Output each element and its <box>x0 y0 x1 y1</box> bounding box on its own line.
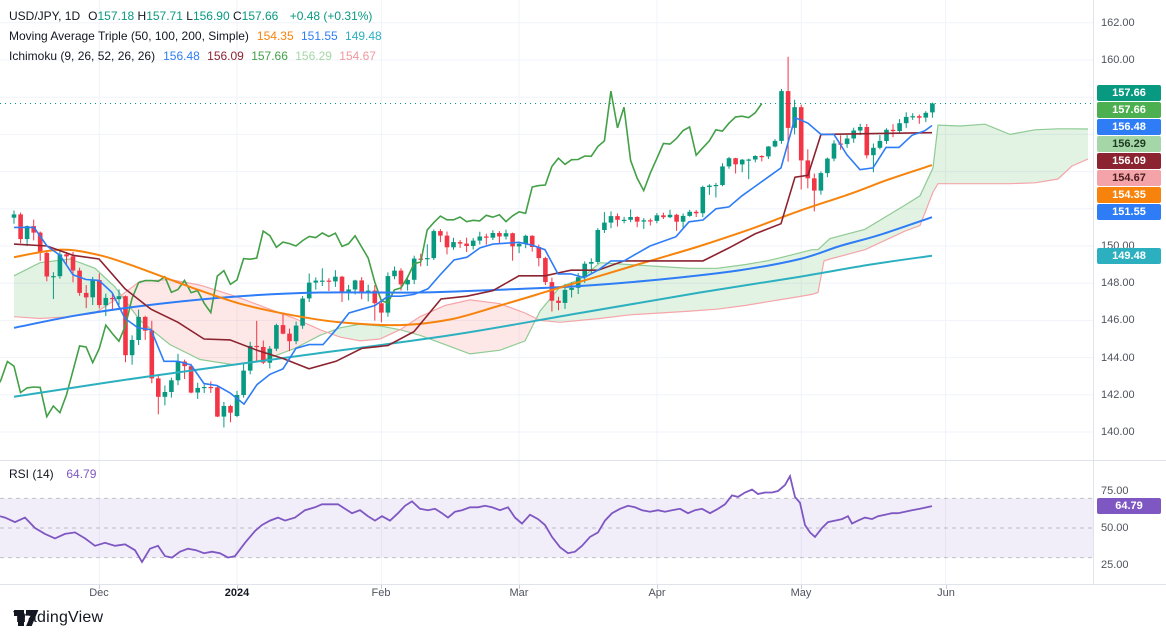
time-axis-tick <box>237 585 238 589</box>
time-axis-tick <box>946 585 947 589</box>
candles <box>11 56 935 428</box>
ichimoku-value: 156.48 <box>163 49 204 63</box>
ichimoku-value: 156.09 <box>207 49 248 63</box>
ohlc-key: O <box>88 9 98 23</box>
month-label-may: May <box>790 587 812 599</box>
sma200-badge: 149.48 <box>1097 248 1161 264</box>
rsi-legend-row[interactable]: RSI (14) 64.79 <box>9 467 96 481</box>
kijun-line <box>13 131 933 370</box>
senkou-b-line <box>13 158 1089 342</box>
ichimoku-values: 156.48 156.09 157.66 156.29 154.67 <box>163 49 380 63</box>
sma100-line <box>13 216 933 329</box>
rsi-pane[interactable] <box>0 460 1093 584</box>
legend: USD/JPY, 1D O157.18 H157.71 L156.90 C157.… <box>9 6 386 66</box>
senkou-a-badge: 156.29 <box>1097 136 1161 152</box>
month-label-apr: Apr <box>648 587 666 599</box>
ohlc-value: 156.90 <box>192 9 233 23</box>
sma100-badge: 151.55 <box>1097 204 1161 220</box>
month-label-2024: 2024 <box>224 587 250 599</box>
price-axis-label: 144.00 <box>1101 352 1135 364</box>
price-axis[interactable]: 162.00 160.00 150.00 148.00 146.00 144.00 142.… <box>1093 0 1166 584</box>
ma-value: 151.55 <box>300 29 342 43</box>
ohlc-key: H <box>137 9 147 23</box>
ma-value: 149.48 <box>345 29 382 43</box>
kijun-badge: 156.09 <box>1097 153 1161 169</box>
time-axis-tick <box>381 585 382 589</box>
ichimoku-value: 157.66 <box>251 49 292 63</box>
price-axis-label: 142.00 <box>1101 389 1135 401</box>
month-label-jun: Jun <box>937 587 955 599</box>
pane-divider[interactable] <box>0 460 1166 461</box>
rsi-line <box>0 473 933 564</box>
ohlc-key: C <box>232 9 242 23</box>
rsi-value-badge: 64.79 <box>1097 498 1161 514</box>
senkou-b-badge: 154.67 <box>1097 170 1161 186</box>
month-label-mar: Mar <box>509 587 529 599</box>
ohlc-values: O157.18 H157.71 L156.90 C157.66 <box>88 9 282 23</box>
tenkan-badge: 156.48 <box>1097 119 1161 135</box>
change-value: +0.48 (+0.31%) <box>289 9 373 23</box>
ichimoku-cloud <box>13 123 1089 366</box>
rsi-value: 64.79 <box>66 467 97 481</box>
sma50-badge: 154.35 <box>1097 187 1161 203</box>
price-axis-label: 160.00 <box>1101 54 1135 66</box>
ohlc-value: 157.71 <box>146 9 187 23</box>
chikou-badge: 157.66 <box>1097 102 1161 118</box>
ichimoku-value: 154.67 <box>339 49 376 63</box>
tradingview-logo[interactable]: TradingView <box>13 609 103 627</box>
time-axis-tick <box>657 585 658 589</box>
month-label-dec: Dec <box>89 587 109 599</box>
last-price-badge: 157.66 <box>1097 85 1161 101</box>
ichimoku-value: 156.29 <box>295 49 336 63</box>
ichimoku-legend-row[interactable]: Ichimoku (9, 26, 52, 26, 26) 156.48 156.0… <box>9 46 386 66</box>
sma200-line <box>13 254 933 398</box>
rsi-axis-label: 25.00 <box>1101 559 1129 571</box>
sma50-line <box>13 164 933 327</box>
symbol-legend-row[interactable]: USD/JPY, 1D O157.18 H157.71 L156.90 C157.… <box>9 6 386 26</box>
price-axis-label: 140.00 <box>1101 426 1135 438</box>
ma-value: 154.35 <box>256 29 297 43</box>
ma-legend-row[interactable]: Moving Average Triple (50, 100, 200, Sim… <box>9 26 386 46</box>
ohlc-key: L <box>186 9 193 23</box>
ma-label: Moving Average Triple (50, 100, 200, Sim… <box>9 29 249 43</box>
ohlc-value: 157.18 <box>97 9 138 23</box>
ma-values: 154.35 151.55 149.48 <box>257 29 386 43</box>
price-axis-label: 162.00 <box>1101 17 1135 29</box>
price-axis-label: 146.00 <box>1101 314 1135 326</box>
symbol-title: USD/JPY, 1D <box>9 9 81 23</box>
month-label-feb: Feb <box>371 587 391 599</box>
price-axis-label: 148.00 <box>1101 277 1135 289</box>
rsi-axis-label: 50.00 <box>1101 522 1129 534</box>
time-axis-tick <box>801 585 802 589</box>
time-axis-tick <box>99 585 100 589</box>
tenkan-line <box>14 116 933 406</box>
footer-bar: TradingView <box>0 601 1166 637</box>
ichimoku-label: Ichimoku (9, 26, 52, 26, 26) <box>9 49 156 63</box>
main-price-pane[interactable] <box>0 0 1093 460</box>
chikou-line <box>0 90 763 419</box>
ohlc-value: 157.66 <box>241 9 282 23</box>
tradingview-logo-icon <box>14 610 39 626</box>
rsi-label: RSI (14) <box>9 467 54 481</box>
time-axis-tick <box>519 585 520 589</box>
rsi-axis-label: 75.00 <box>1101 485 1129 497</box>
